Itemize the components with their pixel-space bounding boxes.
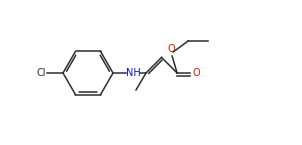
Text: O: O: [192, 68, 200, 78]
Text: NH: NH: [126, 68, 140, 78]
Text: Cl: Cl: [37, 68, 46, 78]
Text: O: O: [167, 44, 175, 54]
